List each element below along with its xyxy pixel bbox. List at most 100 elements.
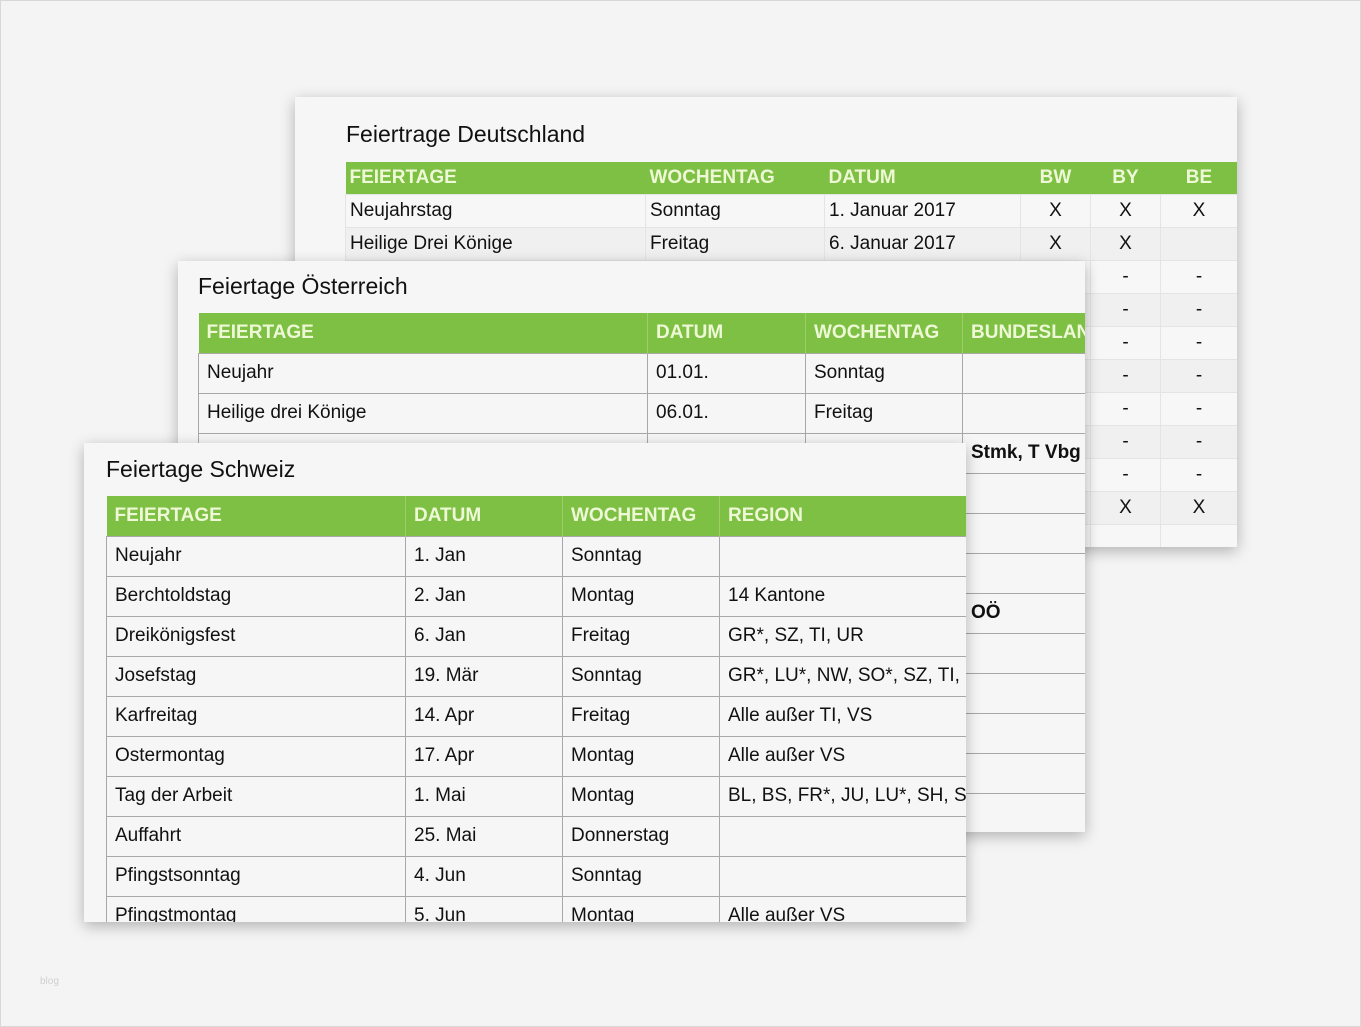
table-cell[interactable]: 2. Jan [405,575,563,617]
table-cell[interactable]: X [1090,490,1161,525]
table-cell[interactable]: Freitag [645,226,825,261]
table-cell[interactable] [962,392,1085,434]
table-cell[interactable]: Montag [562,575,720,617]
table-cell[interactable]: - [1090,358,1161,393]
table-cell[interactable] [719,815,966,857]
column-header-feiertage[interactable]: FEIERTAGE [345,162,646,194]
table-cell[interactable]: Dreikönigsfest [106,615,406,657]
table-cell[interactable]: Karfreitag [106,695,406,737]
table-cell[interactable] [962,672,1085,714]
table-cell[interactable]: Heilige drei Könige [198,392,648,434]
table-cell[interactable]: - [1160,325,1237,360]
table-cell[interactable]: Neujahrstag [345,193,646,228]
table-cell[interactable] [962,752,1085,794]
table-cell[interactable]: 5. Jun [405,895,563,922]
column-header-feiertage[interactable]: FEIERTAGE [106,496,406,536]
table-cell[interactable]: 6. Januar 2017 [824,226,1021,261]
table-cell[interactable]: X [1090,226,1161,261]
table-cell[interactable]: Sonntag [562,855,720,897]
table-cell[interactable]: Stmk, T Vbg [962,432,1085,474]
table-cell[interactable]: X [1020,193,1091,228]
column-header-datum[interactable]: DATUM [824,162,1021,194]
table-cell[interactable]: 19. Mär [405,655,563,697]
table-cell[interactable]: Freitag [562,695,720,737]
table-cell[interactable]: Montag [562,735,720,777]
table-cell[interactable]: 1. Jan [405,535,563,577]
table-cell[interactable]: Sonntag [645,193,825,228]
table-cell[interactable] [1160,226,1237,261]
table-cell[interactable]: 25. Mai [405,815,563,857]
table-cell[interactable]: GR*, LU*, NW, SO*, SZ, TI, [719,655,966,697]
table-cell[interactable]: - [1160,457,1237,492]
column-header-bundesland[interactable]: BUNDESLAND [962,313,1085,353]
table-cell[interactable]: BL, BS, FR*, JU, LU*, SH, S [719,775,966,817]
column-header-feiertage[interactable]: FEIERTAGE [198,313,648,353]
column-header-datum[interactable]: DATUM [647,313,806,353]
column-header-datum[interactable]: DATUM [405,496,563,536]
table-cell[interactable]: Freitag [562,615,720,657]
table-cell[interactable] [962,712,1085,754]
table-cell[interactable]: Berchtoldstag [106,575,406,617]
table-cell[interactable]: - [1090,457,1161,492]
table-cell[interactable]: Heilige Drei Könige [345,226,646,261]
table-cell[interactable] [719,855,966,897]
table-cell[interactable]: - [1090,292,1161,327]
table-cell[interactable]: - [1090,259,1161,294]
table-cell[interactable]: Freitag [805,392,963,434]
table-cell[interactable]: 06.01. [647,392,806,434]
table-cell[interactable] [962,632,1085,674]
table-cell[interactable] [962,512,1085,554]
column-header-region[interactable]: REGION [719,496,966,536]
table-cell[interactable]: Donnerstag [562,815,720,857]
table-cell[interactable]: Ostermontag [106,735,406,777]
table-cell[interactable] [962,472,1085,514]
table-cell[interactable]: 1. Januar 2017 [824,193,1021,228]
table-cell[interactable]: Sonntag [562,535,720,577]
table-cell[interactable] [962,352,1085,394]
table-cell[interactable]: Pfingstsonntag [106,855,406,897]
table-cell[interactable]: Pfingstmontag [106,895,406,922]
column-header-be[interactable]: BE [1160,162,1237,194]
column-header-bw[interactable]: BW [1020,162,1091,194]
column-header-wochentag[interactable]: WOCHENTAG [562,496,720,536]
table-cell[interactable]: Tag der Arbeit [106,775,406,817]
table-cell[interactable] [1160,523,1237,547]
table-cell[interactable]: X [1020,226,1091,261]
table-cell[interactable]: Montag [562,775,720,817]
table-cell[interactable]: Auffahrt [106,815,406,857]
table-cell[interactable]: - [1090,424,1161,459]
table-cell[interactable]: 14. Apr [405,695,563,737]
table-cell[interactable]: 17. Apr [405,735,563,777]
table-cell[interactable] [719,535,966,577]
table-cell[interactable]: - [1160,292,1237,327]
table-cell[interactable]: 6. Jan [405,615,563,657]
column-header-by[interactable]: BY [1090,162,1161,194]
table-cell[interactable]: X [1160,193,1237,228]
table-cell[interactable]: GR*, SZ, TI, UR [719,615,966,657]
table-cell[interactable]: - [1160,259,1237,294]
table-cell[interactable]: 14 Kantone [719,575,966,617]
table-cell[interactable]: Alle außer VS [719,895,966,922]
column-header-wochentag[interactable]: WOCHENTAG [645,162,825,194]
table-cell[interactable]: X [1090,193,1161,228]
table-cell[interactable]: - [1090,391,1161,426]
table-cell[interactable] [962,552,1085,594]
table-cell[interactable]: Montag [562,895,720,922]
column-header-wochentag[interactable]: WOCHENTAG [805,313,963,353]
table-cell[interactable]: Alle außer VS [719,735,966,777]
table-cell[interactable]: - [1160,424,1237,459]
table-cell[interactable]: Neujahr [198,352,648,394]
table-cell[interactable]: - [1160,391,1237,426]
table-cell[interactable]: Sonntag [805,352,963,394]
table-cell[interactable]: - [1090,325,1161,360]
table-cell[interactable]: - [1160,358,1237,393]
table-cell[interactable]: Alle außer TI, VS [719,695,966,737]
table-cell[interactable]: Neujahr [106,535,406,577]
table-cell[interactable]: 4. Jun [405,855,563,897]
table-cell[interactable]: 01.01. [647,352,806,394]
table-cell[interactable]: 1. Mai [405,775,563,817]
table-cell[interactable]: Josefstag [106,655,406,697]
table-cell[interactable]: X [1160,490,1237,525]
table-cell[interactable]: Sonntag [562,655,720,697]
table-cell[interactable]: OÖ [962,592,1085,634]
